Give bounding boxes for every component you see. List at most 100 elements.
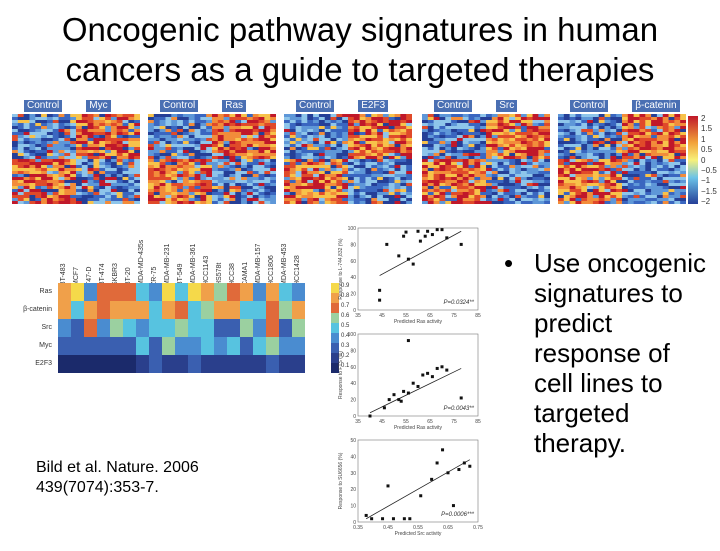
heatmap-cell bbox=[462, 126, 469, 130]
scatter-point bbox=[446, 471, 450, 475]
heatmap-cell bbox=[177, 177, 184, 181]
heatmap-cell bbox=[217, 201, 224, 204]
heatmap-cell bbox=[406, 138, 412, 142]
y-tick-label: 60 bbox=[350, 365, 356, 371]
heatmap-cell bbox=[336, 138, 343, 142]
heatmap-cell bbox=[17, 162, 24, 166]
heatmap-cell bbox=[153, 165, 160, 169]
heatmap-cell bbox=[264, 195, 271, 199]
heatmap-cell bbox=[241, 153, 248, 157]
heatmap-cell bbox=[610, 120, 617, 124]
heatmap-cell bbox=[427, 174, 434, 178]
pathway-cell bbox=[162, 319, 175, 337]
heatmap-cell bbox=[394, 129, 401, 133]
heatmap-cell bbox=[76, 186, 83, 190]
heatmap-cell bbox=[474, 114, 481, 118]
heatmap-cell bbox=[134, 201, 140, 204]
heatmap-cell bbox=[159, 189, 166, 193]
heatmap-cell bbox=[17, 132, 24, 136]
heatmap-cell bbox=[433, 171, 440, 175]
heatmap-cell bbox=[480, 150, 487, 154]
heatmap-cell bbox=[433, 183, 440, 187]
heatmap-cell bbox=[348, 165, 355, 169]
pathway-cell bbox=[149, 301, 162, 319]
heatmap-cell bbox=[70, 186, 77, 190]
heatmap-cell bbox=[318, 129, 326, 133]
heatmap-cell bbox=[569, 183, 576, 187]
heatmap-cell bbox=[23, 138, 30, 142]
heatmap-cell bbox=[246, 156, 254, 160]
heatmap-cell bbox=[105, 159, 112, 163]
heatmap-cell bbox=[382, 192, 390, 196]
heatmap-cell bbox=[400, 189, 407, 193]
heatmap-cell bbox=[159, 147, 166, 151]
heatmap-cell bbox=[348, 147, 355, 151]
heatmap-cell bbox=[598, 126, 605, 130]
heatmap-cell bbox=[451, 153, 458, 157]
heatmap-cell bbox=[382, 147, 390, 151]
heatmap-cell bbox=[81, 198, 88, 202]
heatmap-cell bbox=[639, 174, 646, 178]
heatmap-cell bbox=[289, 165, 296, 169]
heatmap-4: Control Src bbox=[422, 100, 550, 206]
heatmap-cell bbox=[633, 168, 640, 172]
heatmap-cell bbox=[406, 135, 412, 139]
scatter-point bbox=[385, 242, 389, 246]
heatmap-cell bbox=[515, 150, 522, 154]
heatmap-cell bbox=[206, 180, 213, 184]
heatmap-cell bbox=[182, 168, 190, 172]
heatmap-cell bbox=[99, 120, 106, 124]
heatmap-cell bbox=[526, 156, 533, 160]
heatmap-cell bbox=[491, 195, 498, 199]
cell-line-label: HCC1806 bbox=[268, 255, 275, 286]
pathway-cell bbox=[149, 319, 162, 337]
heatmap-cell bbox=[105, 147, 112, 151]
heatmap-cell bbox=[474, 168, 481, 172]
heatmap-cell bbox=[604, 156, 611, 160]
heatmap-cell bbox=[153, 162, 160, 166]
heatmap-cell bbox=[394, 144, 401, 148]
heatmap-cell bbox=[270, 180, 276, 184]
heatmap-cell bbox=[439, 180, 446, 184]
heatmap-cell bbox=[427, 117, 434, 121]
heatmap-cell bbox=[633, 117, 640, 121]
heatmap-cell bbox=[153, 171, 160, 175]
heatmap-cell bbox=[558, 138, 565, 142]
heatmap-cell bbox=[433, 180, 440, 184]
heatmap-cell bbox=[486, 168, 493, 172]
heatmap-cell bbox=[558, 189, 565, 193]
heatmap-cell bbox=[301, 201, 308, 204]
colorbar-gradient bbox=[688, 116, 698, 204]
heatmap-cell bbox=[148, 198, 155, 202]
heatmap-cell bbox=[581, 195, 588, 199]
heatmap-cell bbox=[12, 150, 19, 154]
heatmap-cell bbox=[538, 126, 545, 130]
heatmap-cell bbox=[58, 198, 65, 202]
heatmap-cell bbox=[486, 165, 493, 169]
heatmap-cell bbox=[656, 192, 664, 196]
heatmap-cell bbox=[592, 198, 600, 202]
pathway-cell bbox=[201, 319, 214, 337]
heatmap-cell bbox=[371, 174, 378, 178]
heatmap-cell bbox=[427, 180, 434, 184]
heatmap-cell bbox=[569, 123, 576, 127]
heatmap-cell bbox=[81, 123, 88, 127]
heatmap-cell bbox=[359, 186, 366, 190]
heatmap-cell bbox=[406, 186, 412, 190]
heatmap-cell bbox=[324, 120, 331, 124]
heatmap-cell bbox=[99, 141, 106, 145]
heatmap-cell bbox=[515, 147, 522, 151]
heatmap-cell bbox=[264, 171, 271, 175]
heatmap-cell bbox=[270, 114, 276, 118]
heatmap-cell bbox=[581, 168, 588, 172]
heatmap-cell bbox=[520, 177, 528, 181]
heatmap-cell bbox=[627, 174, 634, 178]
heatmap-cell bbox=[581, 201, 588, 204]
heatmap-cell bbox=[270, 141, 276, 145]
heatmap-cell bbox=[177, 171, 184, 175]
heatmap-cell bbox=[491, 144, 498, 148]
heatmap-cell bbox=[598, 153, 605, 157]
heatmap-cell bbox=[509, 180, 516, 184]
colorbar-tick-label: 0 bbox=[701, 155, 706, 165]
heatmap-cell bbox=[194, 135, 201, 139]
